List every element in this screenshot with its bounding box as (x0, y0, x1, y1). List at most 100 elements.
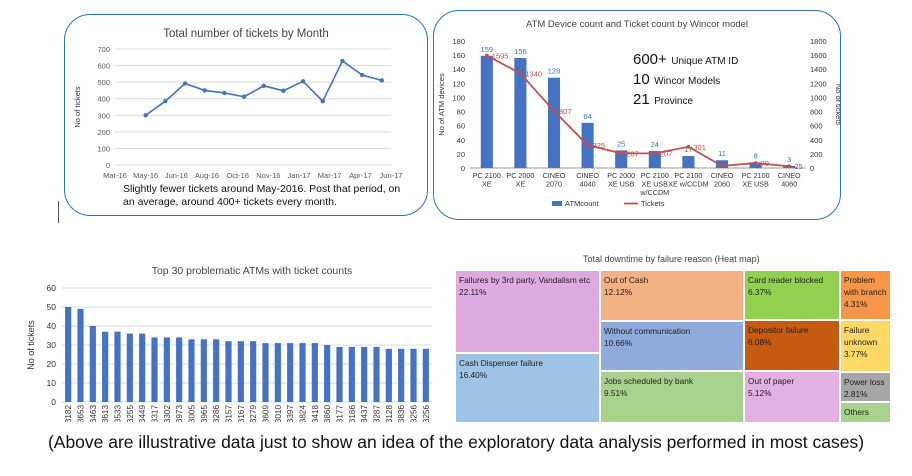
x-tick-label: 3256 (422, 405, 431, 422)
tickets-value-label: 207 (660, 149, 673, 158)
stat-models: 10 Wincor Models (633, 71, 720, 89)
x-tick-label: 3836 (397, 405, 406, 422)
heatmap-cell-value: 9.51% (604, 388, 628, 398)
x-tick-label: 3302 (163, 405, 172, 422)
bar (65, 307, 72, 402)
heatmap-cell-label: Out of Cash (604, 275, 649, 285)
heatmap-cell: Problem with branch 4.31% (840, 270, 891, 320)
heatmap-cell-label: Cash Dispenser failure (459, 358, 543, 368)
x-tick-label: 3010 (274, 405, 283, 422)
heatmap-cell-value: 10.66% (604, 338, 633, 348)
y-tick-label: 700 (97, 45, 110, 54)
bar (126, 333, 133, 402)
bar-value-label: 25 (617, 139, 625, 148)
bar (225, 341, 232, 402)
bar (385, 348, 392, 402)
tickets-value-label: 301 (693, 143, 706, 152)
tickets-point (787, 164, 791, 169)
bar (615, 150, 628, 168)
x-tick-label: 3128 (385, 405, 394, 422)
heatmap-cell-label: Problem with branch (844, 275, 887, 297)
x-tick-label: 3167 (237, 405, 246, 422)
stat-province: 21 Province (633, 91, 693, 109)
data-point (340, 58, 345, 64)
x-tick-label: Nov-16 (256, 171, 280, 180)
bar (648, 151, 661, 168)
y-tick-label: 300 (97, 111, 110, 120)
x-tick-label: 4040 (580, 180, 596, 189)
heatmap-cell-label: Depositor failure (748, 325, 809, 335)
stat-unique-atm-label: Unique ATM ID (671, 56, 739, 67)
heatmap-cell-label: Failures by 3rd party, Vandalism etc (459, 275, 591, 285)
x-tick-label: Mar-16 (103, 171, 127, 180)
data-point (143, 113, 148, 118)
bar (480, 55, 493, 168)
x-tick-label: XE w/CCDM (668, 180, 708, 189)
heatmap-cell-label: Without communication (604, 326, 691, 336)
y-tick-label: 600 (97, 62, 110, 71)
tickets-value-label: 1595 (492, 51, 509, 60)
bar (422, 348, 429, 402)
tickets-point (619, 151, 623, 156)
x-tick-label: Jan-17 (288, 171, 311, 180)
bar (77, 308, 84, 402)
data-point (241, 94, 247, 99)
bar (348, 346, 355, 402)
heatmap-cell-label: Out of paper (748, 376, 795, 386)
y-tick-label: 60 (47, 283, 57, 293)
heatmap-cell: Failure unknown 3.77% (840, 320, 891, 372)
y-tick-label: 0 (106, 161, 110, 170)
x-tick-label: 3177 (336, 405, 345, 422)
y-axis-label: No of ATM devices (437, 73, 446, 136)
x-tick-label: PC 2000 (506, 171, 534, 180)
bar (114, 331, 121, 402)
x-tick-label: Jun-17 (380, 171, 403, 180)
data-point (281, 88, 286, 93)
y-tick-label: 20 (47, 359, 57, 369)
y2-axis-label: No of tickets (834, 84, 840, 126)
bar-value-label: 64 (583, 112, 591, 121)
x-tick-label: 4060 (781, 180, 797, 189)
heatmap-title: Total downtime by failure reason (Heat m… (583, 254, 760, 264)
x-tick-label: 3186 (348, 405, 357, 422)
footnote-caption: (Above are illustrative data just to sho… (47, 432, 865, 452)
chart-title: ATM Device count and Ticket count by Win… (526, 19, 748, 30)
bar-value-label: 17 (684, 145, 692, 154)
bar (200, 339, 207, 402)
x-tick-label: 3287 (373, 405, 382, 422)
x-tick-label: 3973 (175, 405, 184, 422)
heatmap-cell-value: 22.11% (459, 287, 487, 297)
x-tick-label: 3613 (101, 405, 110, 422)
bar (213, 339, 220, 402)
bar-value-label: 156 (514, 47, 527, 56)
y2-tick-label: 1800 (810, 37, 827, 46)
x-tick-label: XE (516, 180, 526, 189)
x-tick-label: 3279 (249, 405, 258, 422)
bar (262, 343, 269, 402)
data-point (379, 78, 384, 83)
x-tick-label: 3437 (360, 405, 369, 422)
y-tick-label: 40 (457, 136, 465, 145)
data-point (359, 72, 365, 78)
heatmap-cell: Jobs scheduled by bank 9.51% (600, 371, 744, 423)
y-tick-label: 160 (452, 51, 465, 60)
heatmap-cell-value: 6.37% (748, 287, 772, 297)
x-tick-label: 3397 (286, 405, 295, 422)
x-tick-label: XE (482, 180, 492, 189)
heatmap-cell-value: 5.12% (748, 388, 772, 398)
y-tick-label: 140 (452, 65, 465, 74)
bar (176, 337, 183, 402)
x-tick-label: 3317 (151, 405, 160, 422)
heatmap-cell-label: Jobs scheduled by bank (604, 376, 694, 386)
data-point (222, 90, 227, 96)
x-tick-label: w/CCDM (639, 188, 669, 197)
x-tick-label: CINEO (543, 171, 566, 180)
x-tick-label: 2060 (714, 180, 730, 189)
heatmap-cell-value: 16.40% (459, 370, 488, 380)
x-tick-label: 3653 (77, 405, 86, 422)
data-point (320, 99, 325, 104)
y2-tick-label: 1600 (810, 51, 827, 60)
heatmap-cell: Without communication 10.66% (600, 321, 744, 371)
bar (151, 337, 158, 402)
stat-unique-atm: 600+ Unique ATM ID (633, 51, 738, 69)
